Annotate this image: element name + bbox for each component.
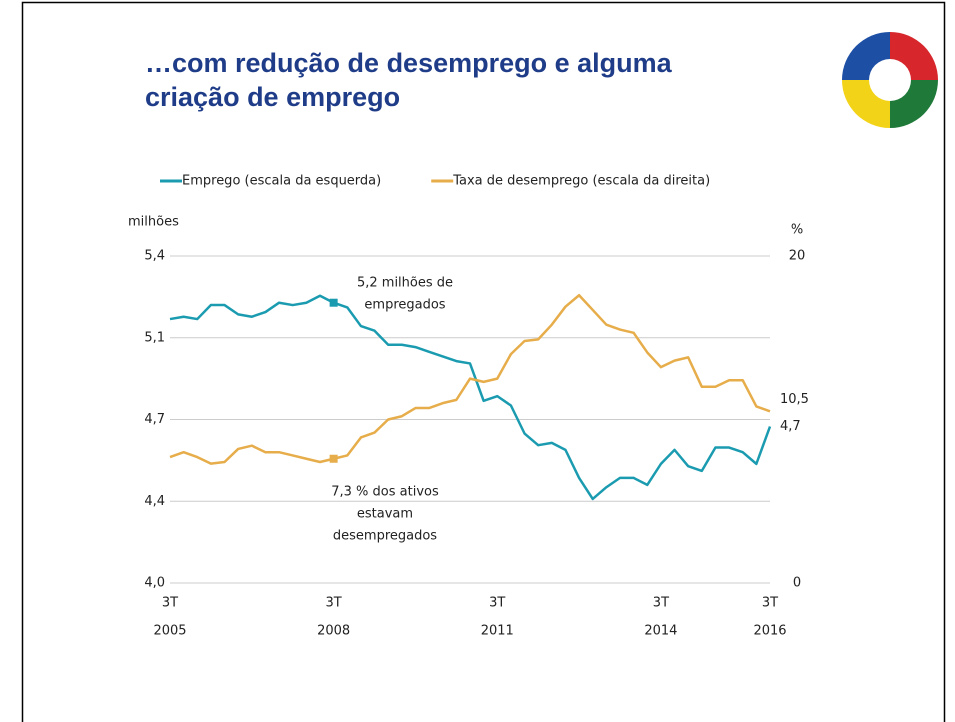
title-line: criação de emprego <box>145 82 400 112</box>
annotation: 5,2 milhões de <box>357 276 453 291</box>
x-tick-label: 3T <box>762 596 778 611</box>
slide-border <box>21 1 946 722</box>
legend-label: Emprego (escala da esquerda) <box>182 174 381 189</box>
y-tick-label: 4,0 <box>144 576 165 591</box>
value-label: 10,5 <box>780 392 809 407</box>
annotation: desempregados <box>333 529 437 544</box>
y2-axis-label: % <box>791 223 803 238</box>
y2-tick-label: 0 <box>793 576 801 591</box>
y-tick-label: 4,4 <box>144 494 165 509</box>
annotation-marker <box>329 454 338 463</box>
y-axis-label: milhões <box>128 215 179 230</box>
annotation-marker <box>329 298 338 307</box>
x-tick-label: 3T <box>162 596 178 611</box>
annotation: estavam <box>357 507 413 522</box>
value-label: 4,7 <box>780 419 801 434</box>
series-line <box>169 293 771 465</box>
y-tick-label: 5,4 <box>144 249 165 264</box>
x-tick-label: 3T <box>653 596 669 611</box>
y-tick-label: 5,1 <box>144 330 165 345</box>
x-tick-label: 2016 <box>753 624 786 639</box>
annotation: empregados <box>364 298 445 313</box>
x-tick-label: 2005 <box>153 624 186 639</box>
annotation: 7,3 % dos ativos <box>331 485 439 500</box>
y-tick-label: 4,7 <box>144 412 165 427</box>
x-tick-label: 3T <box>489 596 505 611</box>
x-tick-label: 3T <box>326 596 342 611</box>
x-tick-label: 2011 <box>481 624 514 639</box>
legend-label: Taxa de desemprego (escala da direita) <box>452 174 710 189</box>
x-tick-label: 2014 <box>644 624 677 639</box>
logo <box>842 32 938 128</box>
y2-tick-label: 20 <box>789 249 806 264</box>
x-tick-label: 2008 <box>317 624 350 639</box>
title-line: …com redução de desemprego e alguma <box>145 48 673 78</box>
series-line <box>169 294 772 501</box>
